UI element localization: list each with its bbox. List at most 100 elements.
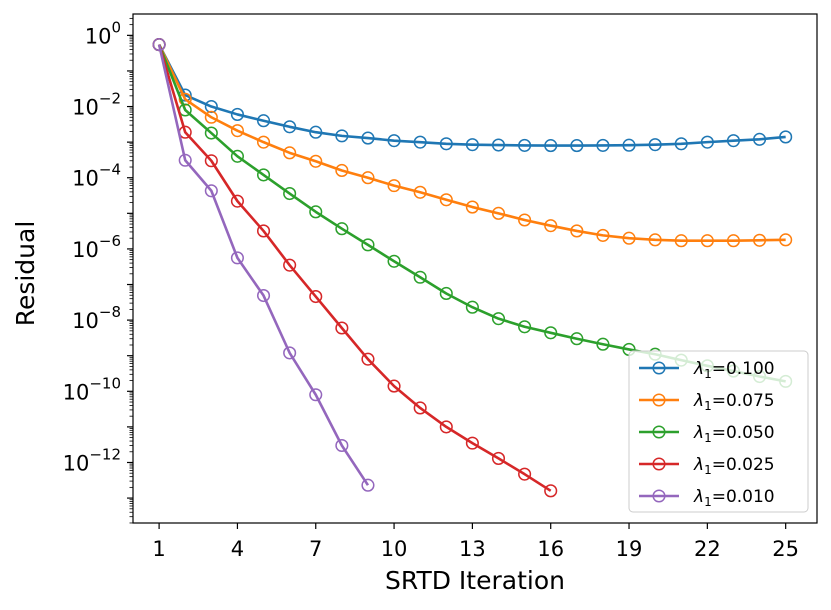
data-point	[491, 206, 506, 220]
data-point	[544, 326, 558, 340]
y-tick-label: 10−10	[63, 374, 121, 404]
data-point	[648, 233, 662, 247]
data-point	[204, 184, 218, 198]
data-point	[439, 137, 453, 151]
data-point	[596, 228, 610, 242]
data-point	[230, 194, 244, 208]
data-point	[674, 234, 688, 248]
data-point	[518, 320, 532, 334]
plot-frame	[132, 13, 818, 524]
data-point	[674, 137, 688, 151]
series-line	[157, 44, 552, 492]
data-point	[283, 258, 297, 272]
data-point	[335, 163, 349, 178]
legend-label: λ1=0.010	[693, 487, 775, 509]
data-point	[413, 270, 427, 284]
data-point	[779, 233, 793, 247]
data-point	[256, 135, 271, 149]
data-point	[518, 138, 532, 152]
data-point	[544, 484, 558, 498]
data-point	[570, 139, 584, 153]
x-tick-label: 25	[772, 537, 799, 561]
x-tick-label: 4	[231, 537, 244, 561]
data-point	[283, 146, 297, 160]
legend-label: λ1=0.025	[693, 455, 775, 477]
data-point	[413, 401, 427, 415]
data-point	[178, 92, 192, 106]
x-tick-label: 1	[152, 537, 165, 561]
data-point	[178, 153, 192, 167]
data-point	[256, 224, 271, 238]
data-point	[648, 138, 662, 152]
legend-entry-1: λ1=0.100	[639, 359, 775, 381]
legend-swatch-marker	[652, 361, 666, 375]
legend-swatch-marker	[652, 489, 666, 503]
data-point	[413, 185, 427, 199]
data-point	[726, 134, 741, 148]
data-point	[230, 107, 244, 121]
data-point	[335, 438, 349, 453]
data-point	[309, 205, 323, 219]
data-point	[465, 436, 479, 450]
data-point	[256, 114, 271, 128]
x-tick-label: 10	[381, 537, 408, 561]
x-tick-label: 13	[459, 537, 486, 561]
data-point	[387, 254, 401, 268]
data-point	[544, 219, 558, 233]
y-tick-label: 10−6	[72, 232, 121, 262]
data-point	[204, 99, 218, 114]
data-point	[283, 186, 297, 201]
data-point	[779, 130, 793, 144]
data-point	[309, 154, 323, 168]
data-point	[622, 231, 636, 245]
ticks-layer: 1 4 7 10 13 16 19 22 25 100 10−2 10−4 10−6 10−8 10−10 1…	[63, 17, 799, 561]
series-line	[157, 44, 786, 147]
data-point	[361, 352, 375, 366]
legend-box	[628, 350, 809, 513]
data-point	[152, 38, 166, 52]
x-tick-label: 22	[694, 537, 721, 561]
series-layer	[152, 38, 793, 498]
y-tick-label: 10−4	[72, 161, 121, 191]
data-point	[439, 286, 453, 301]
x-tick-label: 16	[537, 537, 564, 561]
data-point	[335, 321, 349, 335]
data-point	[439, 420, 453, 434]
data-point	[570, 332, 584, 346]
data-point	[283, 346, 297, 360]
x-tick-label: 7	[309, 537, 322, 561]
data-point	[465, 138, 479, 152]
x-axis-label: SRTD Iteration	[385, 566, 565, 595]
data-point	[491, 312, 506, 326]
data-point	[439, 193, 453, 207]
series-1	[152, 38, 793, 153]
x-tick-label: 19	[616, 537, 643, 561]
series-line	[157, 44, 786, 243]
data-point	[361, 131, 375, 145]
data-point	[256, 288, 271, 303]
data-point	[700, 135, 714, 149]
legend-entry-5: λ1=0.010	[639, 487, 775, 509]
data-point	[726, 234, 741, 248]
legend-swatch-marker	[652, 425, 666, 439]
y-tick-label: 10−8	[72, 303, 121, 333]
data-point	[204, 126, 218, 140]
y-tick-label: 100	[85, 18, 121, 48]
data-point	[204, 154, 218, 168]
data-point	[753, 132, 767, 146]
data-point	[387, 179, 401, 193]
legend-label: λ1=0.100	[693, 359, 775, 381]
data-point	[465, 200, 479, 214]
data-point	[570, 224, 584, 238]
data-point	[361, 171, 375, 185]
legend-label: λ1=0.050	[693, 423, 775, 445]
data-point	[544, 139, 558, 153]
data-point	[335, 222, 349, 236]
data-point	[491, 138, 506, 152]
data-point	[230, 251, 244, 265]
data-point	[230, 149, 244, 163]
series-4	[152, 38, 558, 498]
data-point	[335, 129, 349, 143]
y-tick-label: 10−12	[63, 445, 121, 475]
